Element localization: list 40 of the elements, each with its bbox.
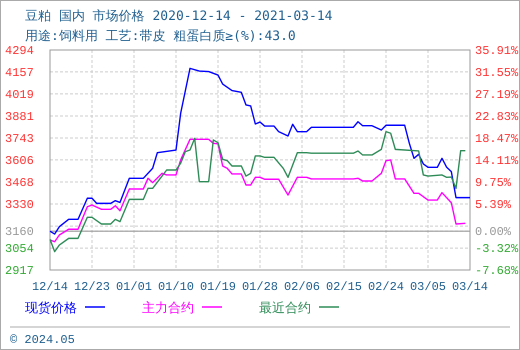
y2-tick-label: 0.00% <box>475 225 512 240</box>
chart-title: 豆粕 国内 市场价格 2020-12-14 - 2021-03-14 <box>25 9 333 24</box>
y2-tick-label: 35.91% <box>475 44 520 58</box>
legend-label: 最近合约 <box>259 301 311 316</box>
text: © 2024.05 <box>10 333 75 347</box>
y-tick-label: 3606 <box>5 154 34 168</box>
legend-label: 主力合约 <box>142 300 194 316</box>
x-tick-label: 02/15 <box>326 280 362 294</box>
chart-subtitle: 用途:饲料用 工艺:带皮 粗蛋白质≥(%):43.0 <box>25 29 296 44</box>
y-tick-label: 3468 <box>5 176 34 190</box>
x-tick-label: 02/06 <box>284 280 320 294</box>
y2-tick-label: -3.32% <box>475 242 520 256</box>
y2-tick-label: 18.47% <box>475 132 520 146</box>
line-series <box>49 68 471 235</box>
x-tick-label: 02/24 <box>368 280 404 294</box>
x-tick-label: 03/05 <box>410 280 446 294</box>
x-tick-label: 01/10 <box>158 280 194 294</box>
x-tick-label: 12/23 <box>74 280 110 294</box>
y-tick-label: 3881 <box>5 110 34 124</box>
x-tick-label: 01/28 <box>242 280 278 294</box>
y-tick-label: 3743 <box>5 132 34 146</box>
y-tick-label: 3330 <box>5 198 34 212</box>
y2-tick-label: 9.75% <box>475 176 512 190</box>
y2-tick-label: 14.11% <box>475 154 520 168</box>
legend-label: 现货价格 <box>25 301 77 316</box>
x-tick-label: 01/19 <box>200 280 236 294</box>
y2-tick-label: -7.68% <box>475 264 520 278</box>
y-tick-label: 4157 <box>5 66 34 80</box>
y-tick-label: 4294 <box>5 44 34 58</box>
x-tick-label: 12/14 <box>32 280 68 294</box>
y2-tick-label: 22.83% <box>475 110 520 124</box>
x-tick-label: 01/01 <box>116 280 152 294</box>
y-tick-label: 3160 <box>5 225 34 240</box>
y2-tick-label: 27.19% <box>475 88 520 102</box>
y2-tick-label: 31.55% <box>475 66 520 80</box>
y-tick-label: 2917 <box>5 264 34 278</box>
y-tick-label: 4019 <box>5 88 34 102</box>
x-tick-label: 03/14 <box>452 280 488 294</box>
y2-tick-label: 5.39% <box>475 198 512 212</box>
y-tick-label: 3054 <box>5 242 34 256</box>
